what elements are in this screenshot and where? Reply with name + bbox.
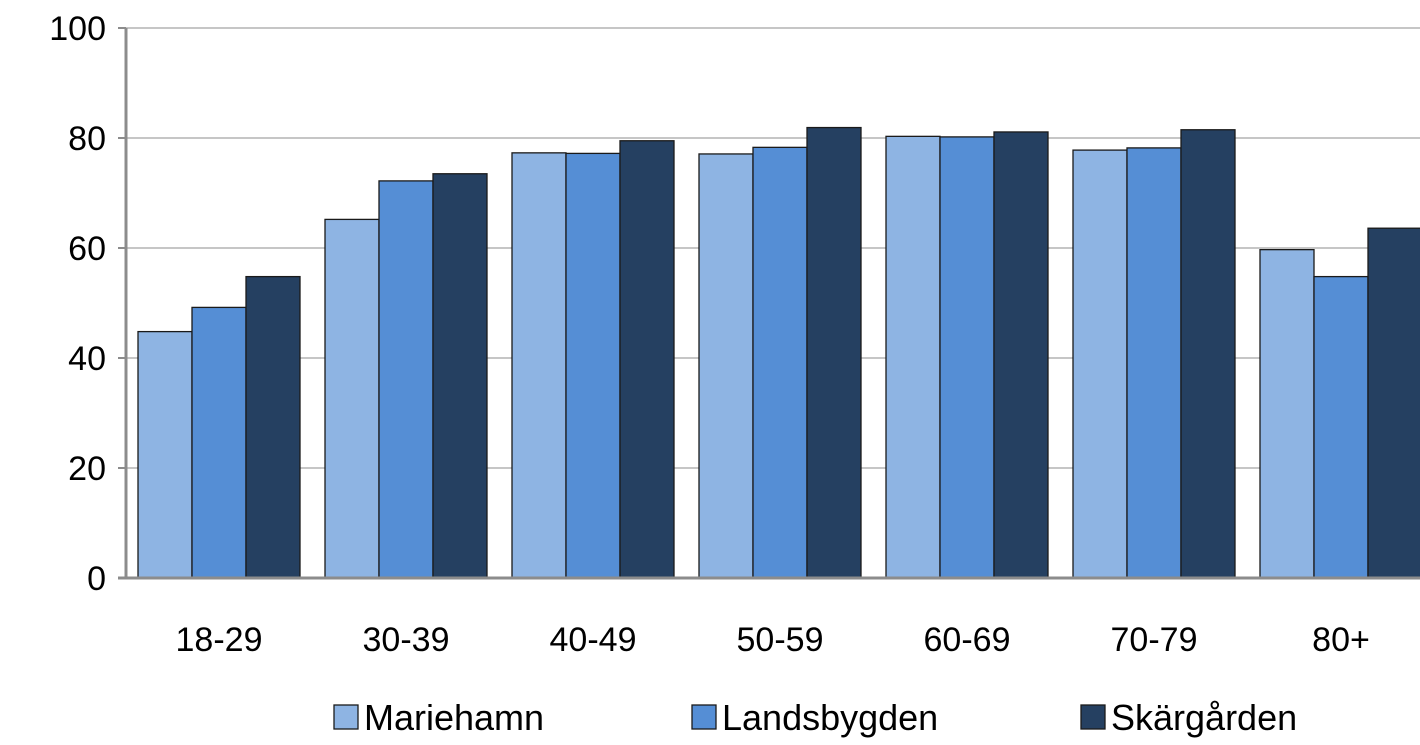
bar-mariehamn-70-79 <box>1072 149 1128 579</box>
y-tick-label: 60 <box>68 230 106 268</box>
axes <box>118 27 1420 580</box>
bar-sk-rg-rden-60-69 <box>993 131 1049 579</box>
legend-swatch <box>691 704 717 730</box>
x-tick-label: 50-59 <box>737 621 824 659</box>
bar-mariehamn-60-69 <box>885 135 941 579</box>
bar-mariehamn-18-29 <box>137 330 193 579</box>
y-tick-label: 0 <box>87 560 106 598</box>
bar-landsbygden-18-29 <box>191 306 247 579</box>
bar-sk-rg-rden-18-29 <box>245 275 301 579</box>
x-tick-label: 40-49 <box>550 621 637 659</box>
legend-swatch <box>333 704 359 730</box>
bar-mariehamn-50-59 <box>698 153 754 579</box>
x-tick-label: 70-79 <box>1111 621 1198 659</box>
bar-landsbygden-30-39 <box>378 180 434 579</box>
x-tick-label: 18-29 <box>176 621 263 659</box>
y-tick-label: 80 <box>68 120 106 158</box>
bars <box>137 126 1420 579</box>
legend: Mariehamn Landsbygden Skärgården <box>333 697 1297 738</box>
x-tick-labels: 18-29 30-39 40-49 50-59 60-69 70-79 80+ <box>176 621 1370 659</box>
bar-landsbygden-60-69 <box>939 136 995 579</box>
bar-sk-rg-rden-30-39 <box>432 173 488 579</box>
bar-landsbygden-80- <box>1313 275 1369 579</box>
bar-mariehamn-30-39 <box>324 218 380 579</box>
bar-sk-rg-rden-80- <box>1367 227 1420 579</box>
bar-landsbygden-50-59 <box>752 146 808 579</box>
x-tick-label: 60-69 <box>924 621 1011 659</box>
bar-sk-rg-rden-70-79 <box>1180 129 1236 579</box>
legend-label: Landsbygden <box>722 697 938 738</box>
bar-landsbygden-70-79 <box>1126 147 1182 579</box>
legend-swatch <box>1080 704 1106 730</box>
x-tick-label: 80+ <box>1312 621 1370 659</box>
bar-landsbygden-40-49 <box>565 152 621 579</box>
bar-mariehamn-80- <box>1259 248 1315 579</box>
x-tick-label: 30-39 <box>363 621 450 659</box>
bar-sk-rg-rden-50-59 <box>806 126 862 579</box>
legend-label: Mariehamn <box>364 697 544 738</box>
y-tick-label: 20 <box>68 450 106 488</box>
y-tick-label: 40 <box>68 340 106 378</box>
legend-label: Skärgården <box>1111 697 1297 738</box>
y-tick-label: 100 <box>49 10 106 48</box>
bar-sk-rg-rden-40-49 <box>619 140 675 579</box>
bar-mariehamn-40-49 <box>511 152 567 579</box>
y-tick-labels: 0 20 40 60 80 100 <box>49 10 106 598</box>
